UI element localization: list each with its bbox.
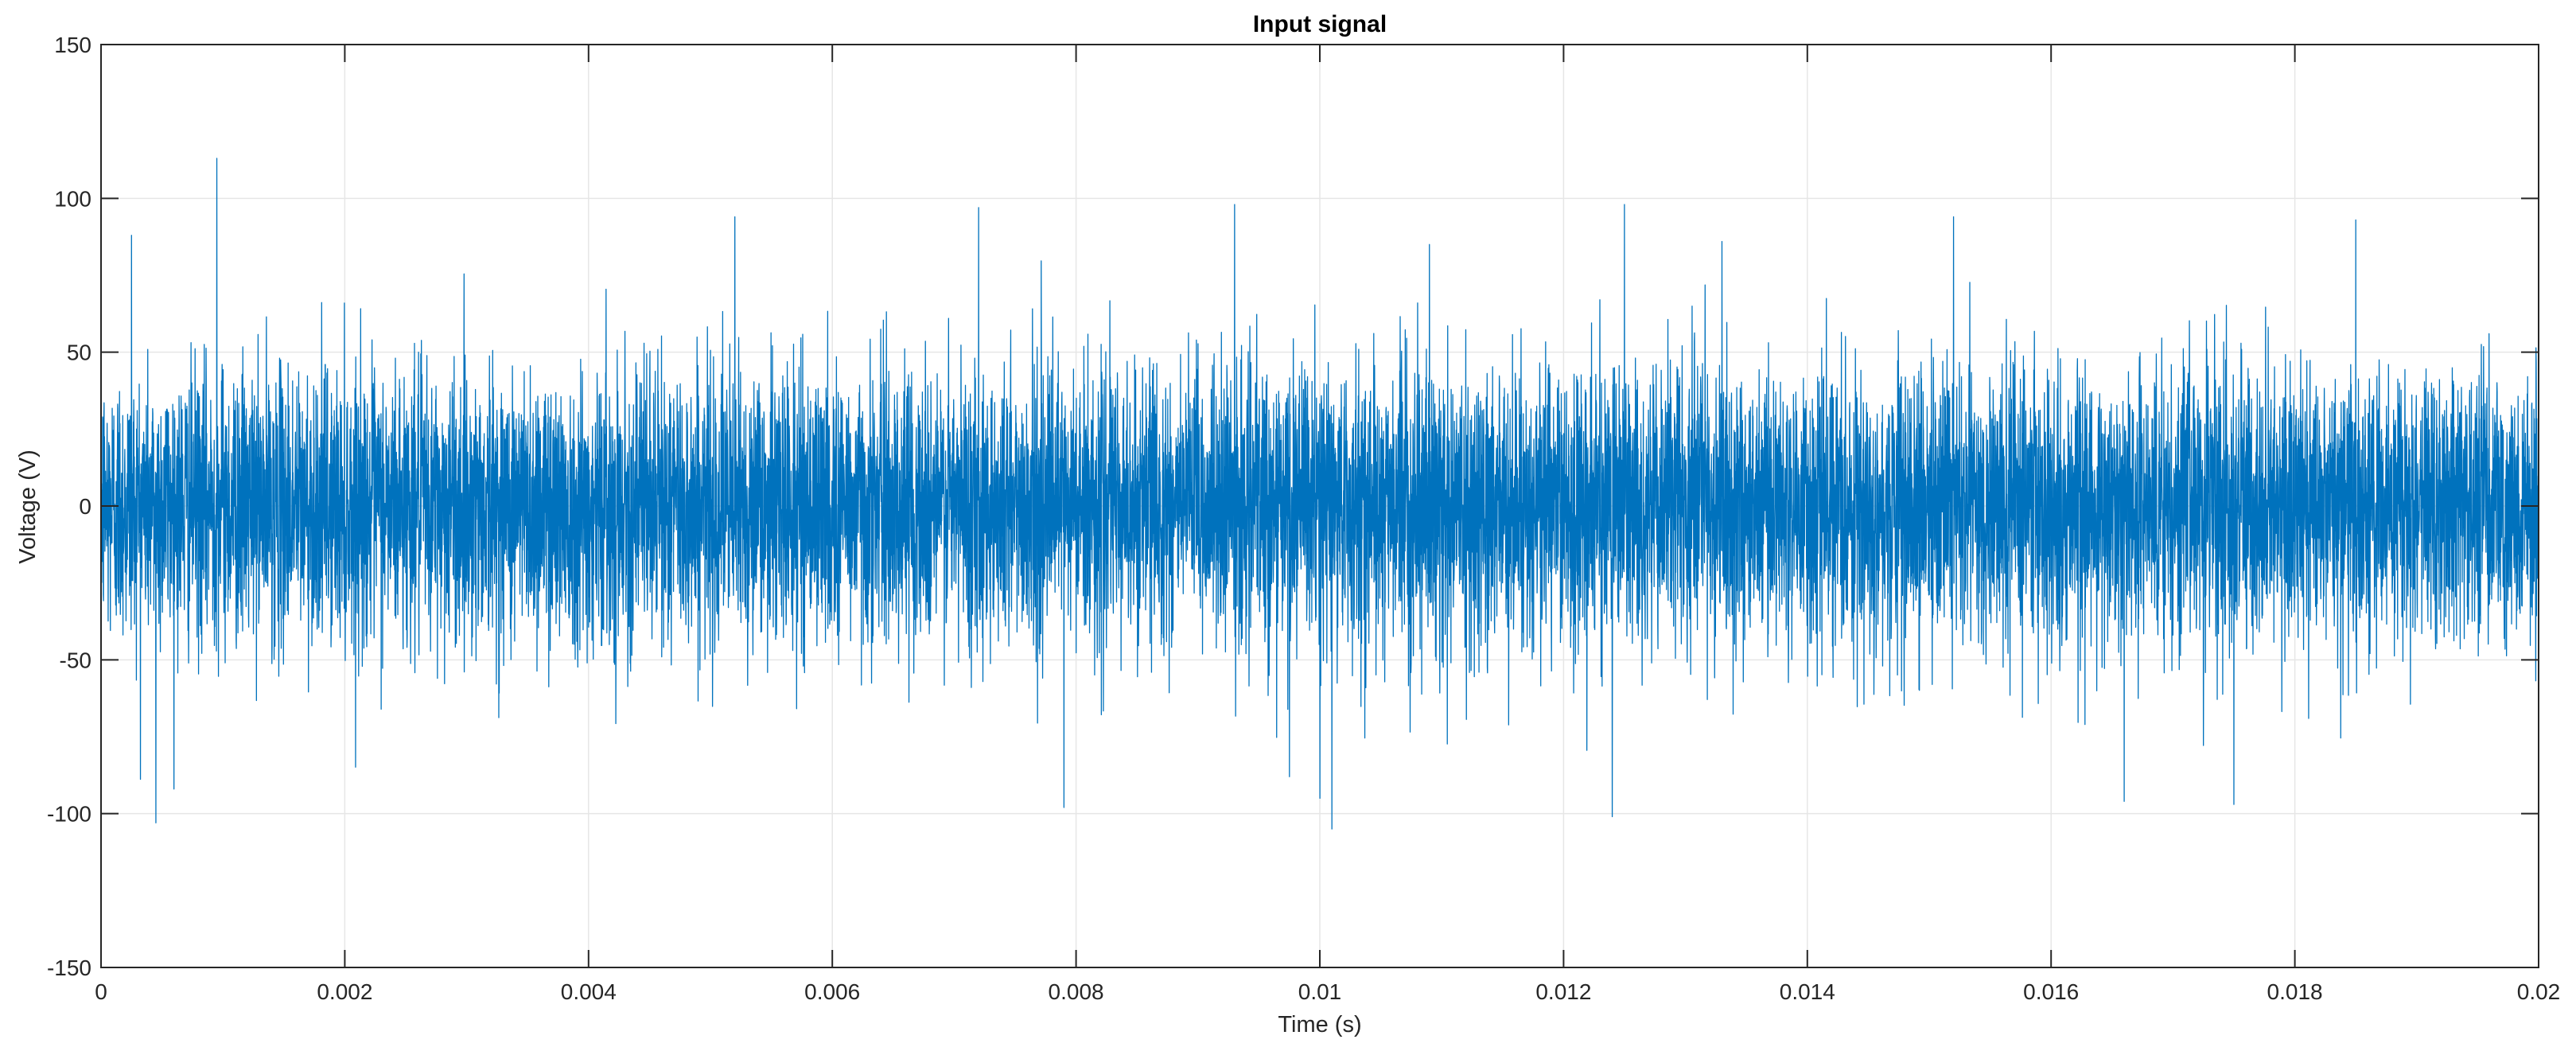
x-tick-label: 0 [95, 979, 107, 1004]
x-tick-label: 0.008 [1049, 979, 1104, 1004]
x-tick-label: 0.016 [2023, 979, 2079, 1004]
x-tick-label: 0.014 [1780, 979, 1835, 1004]
chart-title: Input signal [1253, 11, 1387, 37]
x-tick-label: 0.018 [2267, 979, 2323, 1004]
x-axis-label: Time (s) [1278, 1012, 1361, 1037]
x-tick-label: 0.002 [317, 979, 372, 1004]
axis-ticks: 0 0.002 0.004 0.006 0.008 0.01 0.012 0.014 0.016… [47, 33, 2560, 1004]
x-tick-label: 0.012 [1535, 979, 1591, 1004]
y-tick-label: 0 [79, 494, 91, 519]
y-tick-label: 100 [54, 186, 91, 211]
y-tick-label: -100 [47, 802, 91, 827]
y-tick-label: -50 [60, 648, 91, 672]
x-tick-label: 0.01 [1298, 979, 1342, 1004]
plot-area [100, 158, 2539, 830]
x-tick-label: 0.006 [804, 979, 860, 1004]
y-tick-label: -150 [47, 956, 91, 980]
y-tick-label: 50 [67, 341, 91, 365]
x-tick-label: 0.004 [561, 979, 617, 1004]
y-axis-label: Voltage (V) [15, 450, 41, 563]
y-tick-label: 150 [54, 33, 91, 57]
x-tick-label: 0.02 [2517, 979, 2561, 1004]
signal-line [100, 158, 2539, 830]
